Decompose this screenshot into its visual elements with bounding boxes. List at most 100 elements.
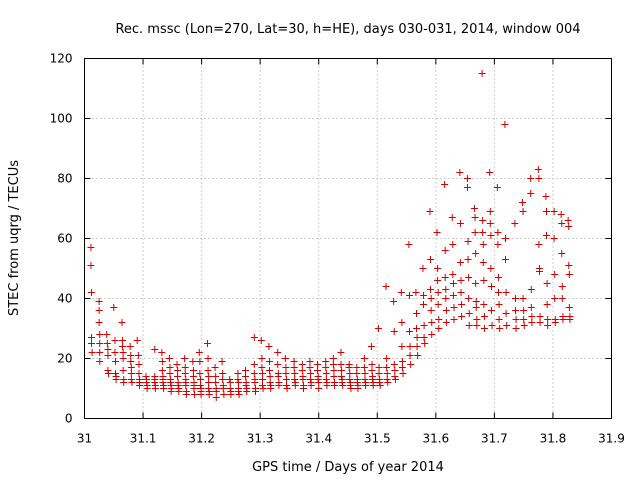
data-point [250, 370, 258, 377]
data-point [283, 385, 291, 392]
data-point [212, 379, 220, 386]
data-point [559, 316, 567, 323]
data-point [87, 244, 95, 251]
data-point [367, 343, 375, 350]
data-point [427, 286, 435, 293]
data-point [329, 355, 337, 362]
data-point [383, 376, 391, 383]
data-point [258, 355, 266, 362]
data-point [407, 361, 415, 368]
data-point [465, 310, 473, 317]
data-point [96, 340, 104, 347]
data-point [127, 376, 135, 383]
data-point [112, 370, 120, 377]
data-point [391, 373, 399, 380]
data-point [426, 208, 434, 215]
data-point [399, 370, 407, 377]
data-point [535, 175, 543, 182]
data-point [174, 373, 182, 380]
y-tick-label: 40 [57, 292, 72, 306]
data-point [299, 376, 307, 383]
data-point [480, 325, 488, 332]
data-point [512, 325, 520, 332]
data-point [314, 376, 322, 383]
data-point [428, 319, 436, 326]
data-point [441, 274, 449, 281]
data-point [405, 241, 413, 248]
data-point [133, 337, 141, 344]
x-tick-label: 31.4 [305, 432, 332, 446]
data-point [151, 346, 159, 353]
data-point [104, 367, 112, 374]
data-point [543, 208, 551, 215]
data-point [158, 358, 166, 365]
data-point [550, 235, 558, 242]
data-point [191, 391, 199, 398]
data-point [376, 379, 384, 386]
data-point [420, 334, 428, 341]
data-point [421, 340, 429, 347]
data-point [457, 277, 465, 284]
data-point [413, 343, 421, 350]
data-point [257, 337, 265, 344]
data-point [166, 370, 174, 377]
data-point [205, 379, 213, 386]
data-point [322, 364, 330, 371]
data-point [266, 373, 274, 380]
data-point [470, 205, 478, 212]
data-point [360, 355, 368, 362]
data-point [479, 229, 487, 236]
data-point [542, 193, 550, 200]
data-point [368, 367, 376, 374]
x-tick-label: 31.5 [364, 432, 391, 446]
data-point [103, 340, 111, 347]
data-point [434, 289, 442, 296]
data-point [391, 367, 399, 374]
data-point [397, 289, 405, 296]
data-point [383, 364, 391, 371]
data-point [398, 319, 406, 326]
data-point [487, 232, 495, 239]
data-point [464, 238, 472, 245]
data-point [463, 184, 471, 191]
y-tick-label: 60 [57, 232, 72, 246]
data-point [110, 304, 118, 311]
data-point [487, 307, 495, 314]
data-point [119, 343, 127, 350]
data-point [550, 208, 558, 215]
data-point [527, 175, 535, 182]
data-point [274, 373, 282, 380]
data-point [167, 379, 175, 386]
data-point [158, 367, 166, 374]
data-point [420, 322, 428, 329]
data-point [266, 367, 274, 374]
data-point [298, 361, 306, 368]
y-tick-label: 80 [57, 172, 72, 186]
data-point [458, 301, 466, 308]
data-point [449, 292, 457, 299]
data-point [338, 373, 346, 380]
data-point [88, 349, 96, 356]
data-point [315, 379, 323, 386]
data-point [557, 211, 565, 218]
data-point [486, 169, 494, 176]
data-points [87, 70, 574, 401]
data-point [456, 259, 464, 266]
data-point [435, 316, 443, 323]
data-point [307, 376, 315, 383]
data-point [282, 370, 290, 377]
data-point [449, 280, 457, 287]
data-point [283, 376, 291, 383]
data-point [427, 256, 435, 263]
plot-frame [84, 58, 612, 419]
data-point [173, 361, 181, 368]
data-point [182, 391, 190, 398]
x-axis-label: GPS time / Days of year 2014 [252, 460, 444, 475]
data-point [104, 346, 112, 353]
data-point [96, 358, 104, 365]
data-point [448, 214, 456, 221]
data-point [390, 361, 398, 368]
data-point [196, 376, 204, 383]
data-point [564, 217, 572, 224]
data-point [104, 352, 112, 359]
